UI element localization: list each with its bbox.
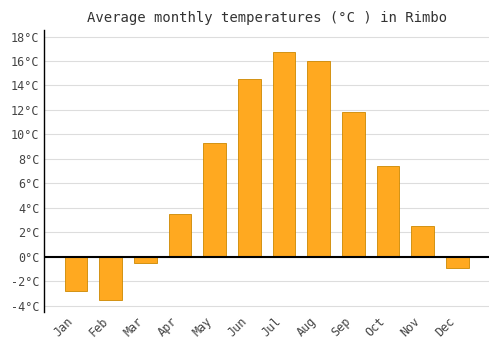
Bar	[308, 61, 330, 257]
Bar	[377, 166, 400, 257]
Bar	[134, 257, 156, 263]
Bar	[446, 257, 468, 268]
Bar	[238, 79, 260, 257]
Bar	[342, 112, 364, 257]
Bar	[272, 52, 295, 257]
Bar	[100, 257, 122, 300]
Bar	[64, 257, 87, 291]
Title: Average monthly temperatures (°C ) in Rimbo: Average monthly temperatures (°C ) in Ri…	[86, 11, 446, 25]
Bar	[168, 214, 192, 257]
Bar	[412, 226, 434, 257]
Bar	[204, 143, 226, 257]
